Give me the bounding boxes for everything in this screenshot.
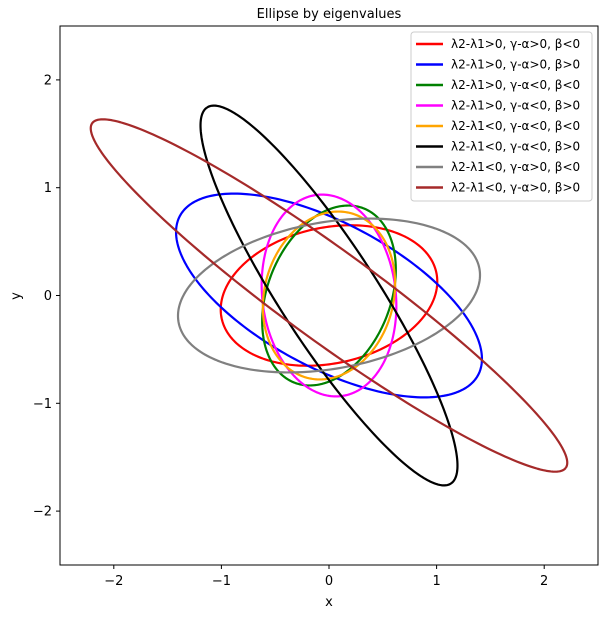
axis-ticks: −2 −1 0 1 2 −2 −1 0 1 2 [33, 73, 549, 589]
ellipse-series-1 [219, 224, 439, 367]
legend-label-6: λ2-λ1<0, γ-α<0, β>0 [451, 140, 580, 154]
legend-label-1: λ2-λ1>0, γ-α>0, β<0 [451, 37, 580, 51]
ellipse-series-8 [89, 118, 569, 473]
legend: λ2-λ1>0, γ-α>0, β<0 λ2-λ1>0, γ-α>0, β>0 λ2… [410, 31, 593, 202]
ellipse-series-3 [261, 204, 397, 387]
ellipse-series-5 [261, 210, 397, 381]
y-tick-label: 2 [44, 73, 52, 88]
y-tick-label: 1 [44, 181, 52, 196]
x-tick-label: 1 [432, 574, 440, 589]
ellipse-series-2 [174, 192, 484, 399]
y-tick-label: −2 [33, 505, 52, 520]
plot-frame [59, 25, 599, 566]
x-tick-label: −1 [212, 574, 231, 589]
legend-label-7: λ2-λ1<0, γ-α>0, β<0 [451, 160, 580, 174]
ellipse-series-7 [176, 217, 482, 374]
y-tick-label: 0 [44, 289, 52, 304]
x-tick-label: 2 [540, 574, 548, 589]
legend-box [410, 31, 593, 202]
x-axis-label: x [325, 595, 333, 610]
x-tick-label: 0 [325, 574, 333, 589]
y-axis-label: y [9, 292, 24, 300]
legend-label-4: λ2-λ1>0, γ-α<0, β>0 [451, 99, 580, 113]
x-tick-label: −2 [104, 574, 123, 589]
legend-label-2: λ2-λ1>0, γ-α>0, β>0 [451, 58, 580, 72]
legend-label-5: λ2-λ1<0, γ-α<0, β<0 [451, 119, 580, 133]
legend-label-3: λ2-λ1>0, γ-α<0, β<0 [451, 78, 580, 92]
series-layer [89, 104, 569, 487]
chart-title: Ellipse by eigenvalues [257, 7, 402, 22]
legend-label-8: λ2-λ1<0, γ-α>0, β>0 [451, 181, 580, 195]
ellipse-series-6 [199, 104, 459, 487]
y-tick-label: −1 [33, 397, 52, 412]
